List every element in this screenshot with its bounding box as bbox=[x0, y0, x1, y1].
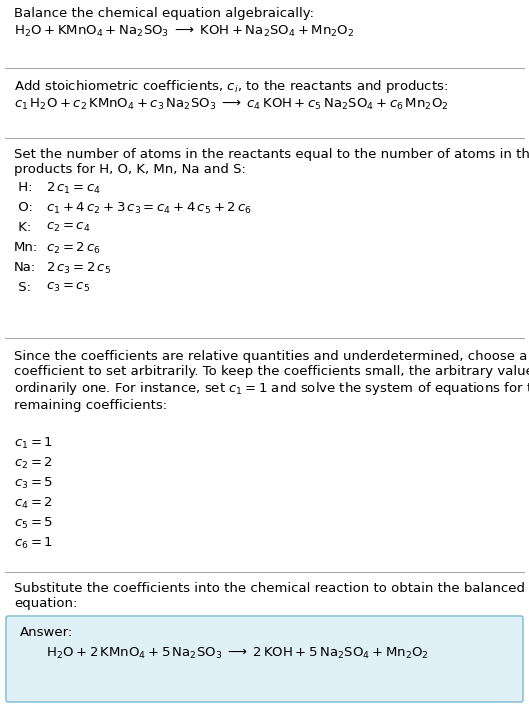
Text: Answer:: Answer: bbox=[20, 626, 73, 639]
Text: Since the coefficients are relative quantities and underdetermined, choose a
coe: Since the coefficients are relative quan… bbox=[14, 350, 529, 412]
Text: $2\,c_1 = c_4$: $2\,c_1 = c_4$ bbox=[46, 181, 101, 196]
Text: $c_6 = 1$: $c_6 = 1$ bbox=[14, 536, 53, 551]
Text: $\mathrm{H_2O + 2\,KMnO_4 + 5\,Na_2SO_3 \;\longrightarrow\; 2\,KOH + 5\,Na_2SO_4: $\mathrm{H_2O + 2\,KMnO_4 + 5\,Na_2SO_3 … bbox=[46, 646, 429, 661]
Text: Balance the chemical equation algebraically:: Balance the chemical equation algebraica… bbox=[14, 7, 314, 20]
Text: Mn:: Mn: bbox=[14, 241, 38, 254]
Text: $c_1 + 4\,c_2 + 3\,c_3 = c_4 + 4\,c_5 + 2\,c_6$: $c_1 + 4\,c_2 + 3\,c_3 = c_4 + 4\,c_5 + … bbox=[46, 201, 252, 216]
Text: S:: S: bbox=[14, 281, 31, 294]
Text: K:: K: bbox=[14, 221, 31, 234]
Text: Add stoichiometric coefficients, $c_i$, to the reactants and products:: Add stoichiometric coefficients, $c_i$, … bbox=[14, 78, 448, 95]
FancyBboxPatch shape bbox=[6, 616, 523, 702]
Text: $c_4 = 2$: $c_4 = 2$ bbox=[14, 496, 53, 511]
Text: H:: H: bbox=[14, 181, 32, 194]
Text: $\mathrm{H_2O + KMnO_4 + Na_2SO_3 \;\longrightarrow\; KOH + Na_2SO_4 + Mn_2O_2}$: $\mathrm{H_2O + KMnO_4 + Na_2SO_3 \;\lon… bbox=[14, 24, 354, 39]
Text: O:: O: bbox=[14, 201, 33, 214]
Text: $c_2 = c_4$: $c_2 = c_4$ bbox=[46, 221, 90, 234]
Text: Substitute the coefficients into the chemical reaction to obtain the balanced
eq: Substitute the coefficients into the che… bbox=[14, 582, 525, 610]
Text: $c_2 = 2\,c_6$: $c_2 = 2\,c_6$ bbox=[46, 241, 101, 256]
Text: $2\,c_3 = 2\,c_5$: $2\,c_3 = 2\,c_5$ bbox=[46, 261, 111, 276]
Text: $c_2 = 2$: $c_2 = 2$ bbox=[14, 456, 53, 471]
Text: $c_3 = c_5$: $c_3 = c_5$ bbox=[46, 281, 90, 294]
Text: $c_3 = 5$: $c_3 = 5$ bbox=[14, 476, 53, 491]
Text: $c_1\,\mathrm{H_2O} + c_2\,\mathrm{KMnO_4} + c_3\,\mathrm{Na_2SO_3} \;\longright: $c_1\,\mathrm{H_2O} + c_2\,\mathrm{KMnO_… bbox=[14, 97, 449, 112]
Text: Na:: Na: bbox=[14, 261, 37, 274]
Text: Set the number of atoms in the reactants equal to the number of atoms in the
pro: Set the number of atoms in the reactants… bbox=[14, 148, 529, 176]
Text: $c_1 = 1$: $c_1 = 1$ bbox=[14, 436, 53, 451]
Text: $c_5 = 5$: $c_5 = 5$ bbox=[14, 516, 53, 531]
